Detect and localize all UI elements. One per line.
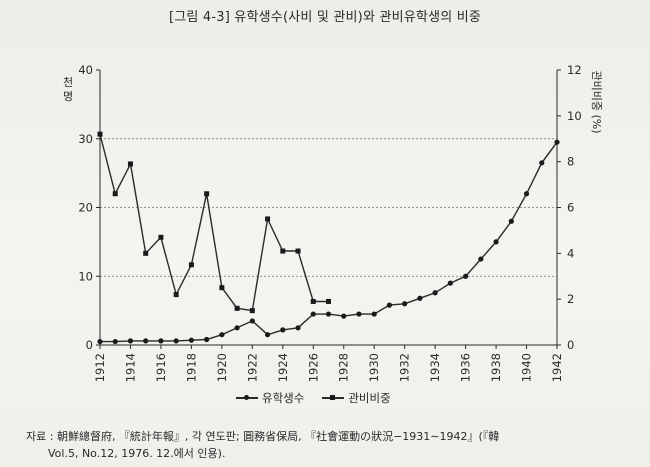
y-tick-left-label: 10 — [78, 269, 93, 283]
series-1-point — [143, 338, 149, 344]
series-2-point — [204, 191, 210, 197]
series-1-point — [386, 302, 393, 308]
series-2-point — [249, 308, 255, 314]
series-2-point — [265, 216, 271, 222]
x-tick-label: 1934 — [428, 353, 442, 382]
series-1-point — [356, 311, 362, 317]
series-2-point — [310, 298, 316, 304]
axes-layer — [96, 69, 561, 349]
x-tick-label: 1922 — [245, 353, 259, 382]
y-tick-right-label: 6 — [567, 201, 574, 215]
chart-title: [그림 4-3] 유학생수(사비 및 관비)와 관비유학생의 비중 — [168, 10, 482, 25]
grid-layer — [100, 138, 557, 277]
series-2-point — [143, 250, 149, 256]
series-2-point — [188, 262, 194, 268]
x-tick-label: 1928 — [337, 353, 351, 382]
series-1-point — [493, 239, 499, 245]
x-tick-label: 1942 — [550, 353, 564, 382]
x-tick-label: 1924 — [276, 353, 290, 382]
series-1-point — [432, 290, 438, 296]
series-1-point — [371, 311, 377, 317]
y-tick-right-label: 8 — [567, 155, 574, 169]
series-1-point — [97, 338, 103, 345]
x-tick-label: 1918 — [184, 353, 198, 382]
series-1-point — [463, 273, 469, 279]
series-1-point — [447, 280, 453, 286]
legend-label-share: 관비비중 — [348, 391, 391, 405]
series-2-point — [112, 191, 118, 197]
y-tick-right-label: 2 — [567, 292, 574, 306]
y-tick-left-label: 40 — [78, 63, 93, 77]
x-tick-label: 1940 — [520, 353, 534, 382]
y-tick-right-label: 12 — [567, 63, 582, 77]
series-2-point — [280, 248, 286, 254]
series-1-point — [264, 332, 271, 338]
y-tick-left-label: 30 — [78, 132, 93, 146]
series-1-point — [173, 338, 179, 344]
series-1-point — [249, 318, 255, 324]
x-tick-label: 1916 — [154, 353, 168, 382]
x-tick-label: 1936 — [459, 353, 473, 382]
series-2-point — [326, 298, 331, 304]
y-tick-left-label: 20 — [78, 201, 93, 215]
series-1-point — [295, 325, 301, 331]
y-tick-right-label: 4 — [567, 246, 574, 260]
legend-swatch-square — [322, 393, 345, 403]
labels-layer: 0 10 20 30 40 0 2 4 6 8 10 12 1912 1914 1916 1918 1920 19… — [63, 63, 603, 382]
x-tick-label: 1914 — [123, 353, 137, 382]
series-1-point — [523, 191, 530, 197]
legend-item-share: 관비비중 — [322, 390, 391, 406]
series-1-point — [508, 218, 514, 224]
y-tick-right-label: 0 — [567, 338, 574, 352]
series-2-point — [173, 292, 179, 298]
legend: 유학생수 관비비중 — [236, 390, 391, 406]
y-tick-left-label: 0 — [86, 338, 93, 352]
y-axis-right-label: 관비비중 (%) — [590, 70, 603, 133]
series-1-point — [310, 311, 316, 317]
series-line-2 — [99, 134, 329, 312]
series-2-point — [97, 131, 103, 137]
series-2-point — [295, 248, 301, 254]
x-tick-label: 1920 — [215, 353, 229, 382]
series-1-point — [188, 337, 194, 343]
series-1-point — [325, 311, 332, 317]
series-1-point — [478, 256, 484, 262]
x-tick-label: 1932 — [398, 353, 412, 382]
source-note: 자료 : 朝鮮總督府, 『統計年報』, 각 연도판; 圓務省保局, 『社會運動の… — [26, 428, 636, 462]
series-1-point — [112, 338, 118, 345]
y-axis-left-label: 명 — [63, 90, 73, 103]
series-1-point — [234, 325, 240, 331]
x-tick-label: 1926 — [306, 353, 320, 382]
x-tick-label: 1930 — [367, 353, 381, 382]
series-layer — [97, 131, 560, 345]
series-2-point — [234, 305, 240, 311]
series-2-point — [127, 161, 133, 167]
legend-swatch-circle — [236, 393, 258, 403]
legend-label-students: 유학생수 — [262, 391, 305, 405]
legend-item-students: 유학생수 — [236, 390, 304, 406]
x-tick-label: 1912 — [93, 353, 107, 382]
series-2-point — [219, 285, 225, 291]
series-1-point — [539, 160, 545, 166]
source-line-2: Vol.5, No.12, 1976. 12.에서 인용). — [48, 447, 226, 460]
series-1-point — [219, 332, 225, 338]
series-1-point — [417, 295, 423, 301]
series-1-point — [341, 313, 347, 319]
series-1-point — [158, 338, 164, 344]
source-line-1: 자료 : 朝鮮總督府, 『統計年報』, 각 연도판; 圓務省保局, 『社會運動の… — [26, 430, 500, 443]
series-1-point — [402, 301, 408, 307]
series-1-point — [554, 139, 560, 145]
series-1-point — [127, 338, 134, 344]
x-tick-label: 1938 — [489, 353, 503, 382]
series-1-point — [280, 327, 286, 333]
y-axis-left-label: 천 — [63, 75, 73, 89]
y-tick-right-label: 10 — [567, 109, 582, 123]
series-2-point — [158, 234, 164, 240]
series-1-point — [204, 336, 210, 343]
